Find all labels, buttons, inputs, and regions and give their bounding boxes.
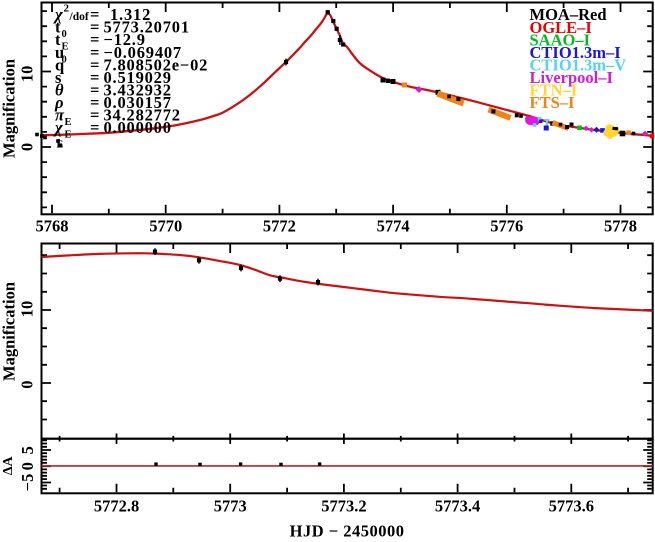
svg-text:FTN–I: FTN–I: [530, 81, 578, 100]
svg-text:0: 0: [18, 380, 37, 388]
svg-text:ΔA: ΔA: [1, 455, 16, 475]
svg-text:5768: 5768: [36, 217, 69, 236]
svg-text:CTIO1.3m–V: CTIO1.3m–V: [530, 55, 627, 74]
svg-text:5773: 5773: [214, 497, 247, 516]
svg-text:E: E: [65, 117, 72, 128]
svg-text:34.282772: 34.282772: [104, 106, 181, 125]
svg-text:HJD − 2450000: HJD − 2450000: [290, 522, 405, 541]
svg-text:0.030157: 0.030157: [104, 93, 172, 112]
svg-text:=: =: [90, 55, 99, 74]
svg-text:10: 10: [18, 66, 37, 83]
svg-text:SAAO–I: SAAO–I: [530, 30, 591, 49]
svg-text:5773.4: 5773.4: [435, 497, 480, 516]
svg-text:Magnification: Magnification: [0, 282, 19, 381]
svg-text:s: s: [55, 68, 62, 87]
svg-text:CTIO1.3m–I: CTIO1.3m–I: [530, 43, 621, 62]
svg-text:=: =: [90, 18, 99, 37]
svg-text:=: =: [90, 93, 99, 112]
svg-text:5772.8: 5772.8: [94, 497, 139, 516]
svg-text:π: π: [55, 106, 65, 125]
svg-text:t: t: [55, 30, 61, 49]
svg-text:5772: 5772: [263, 217, 296, 236]
svg-text:q: q: [55, 55, 65, 74]
svg-text:7.808502e−02: 7.808502e−02: [104, 55, 209, 74]
svg-text:5773.2: 5773.2: [321, 497, 366, 516]
svg-text:5: 5: [18, 446, 37, 454]
svg-text:5770: 5770: [149, 217, 182, 236]
svg-text:5778: 5778: [604, 217, 637, 236]
svg-text:0.519029: 0.519029: [104, 68, 172, 87]
svg-text:1.312: 1.312: [110, 5, 151, 24]
svg-text:−0.069407: −0.069407: [104, 43, 182, 62]
svg-text:5773.6: 5773.6: [549, 497, 594, 516]
svg-text:E: E: [62, 42, 69, 53]
svg-text:5774: 5774: [377, 217, 410, 236]
svg-text:=: =: [90, 106, 99, 125]
svg-text:E: E: [57, 140, 64, 151]
svg-text:=: =: [90, 43, 99, 62]
svg-text:OGLE–I: OGLE–I: [530, 18, 592, 37]
svg-text:Magnification: Magnification: [0, 59, 19, 158]
svg-text:θ: θ: [55, 80, 64, 99]
svg-text:MOA–Red: MOA–Red: [530, 5, 607, 24]
svg-text:3.432932: 3.432932: [104, 80, 172, 99]
svg-text:=: =: [90, 68, 99, 87]
svg-text:=: =: [90, 30, 99, 49]
svg-text:−12.9: −12.9: [104, 30, 146, 49]
svg-text:0.000000: 0.000000: [104, 118, 172, 137]
svg-text:=: =: [90, 118, 99, 137]
svg-text:0: 0: [62, 29, 67, 40]
svg-text:5773.20701: 5773.20701: [104, 18, 190, 37]
svg-text:t: t: [55, 18, 61, 37]
svg-text:χ: χ: [53, 5, 63, 24]
svg-text:0: 0: [18, 143, 37, 151]
svg-text:=: =: [90, 80, 99, 99]
svg-text:/dof: /dof: [69, 11, 89, 23]
svg-text:10: 10: [18, 301, 37, 318]
svg-text:χ: χ: [53, 118, 63, 137]
svg-text:=: =: [90, 5, 99, 24]
svg-text:5776: 5776: [490, 217, 523, 236]
svg-text:E: E: [65, 130, 72, 141]
svg-text:FTS–I: FTS–I: [530, 93, 575, 112]
svg-text:−5: −5: [18, 474, 37, 492]
svg-text:Liverpool–I: Liverpool–I: [530, 68, 613, 87]
svg-text:0: 0: [62, 54, 67, 65]
svg-text:0: 0: [18, 462, 37, 470]
svg-text:2: 2: [64, 3, 70, 15]
svg-text:ρ: ρ: [54, 93, 64, 112]
svg-text:u: u: [55, 43, 64, 62]
